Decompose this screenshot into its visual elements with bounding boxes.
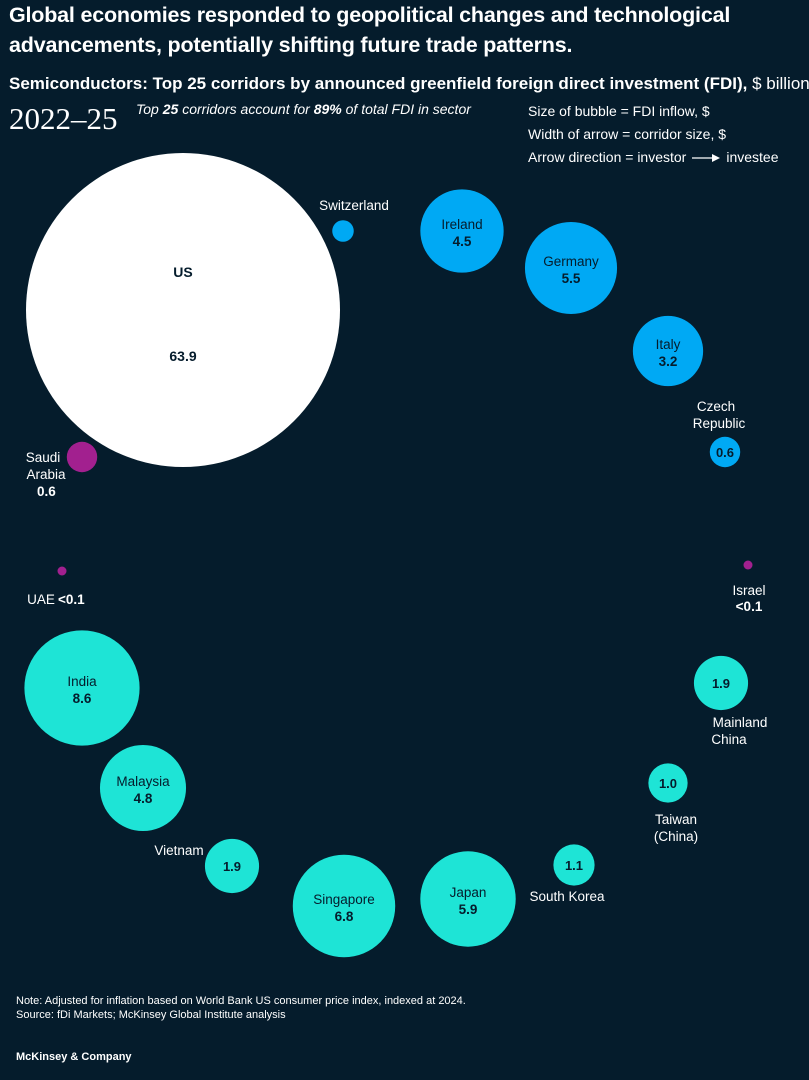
bubble-label-south-korea: South Korea — [529, 889, 605, 904]
legend-direction-left: Arrow direction = investor — [528, 149, 687, 165]
footnote: Note: Adjusted for inflation based on Wo… — [16, 994, 466, 1022]
bubble-label-vietnam: Vietnam — [154, 843, 203, 858]
subtitle-unit: $ billion — [752, 74, 809, 93]
bubble-chart: US 63.9 Switzerland Ireland 4.5 Germany 5.5 Ita… — [24, 153, 768, 958]
bubble-saudi-arabia — [66, 441, 98, 473]
bubble-label-switzerland: Switzerland — [319, 198, 389, 213]
legend: Size of bubble = FDI inflow, $ Width of … — [528, 100, 779, 169]
bubble-switzerland — [332, 220, 354, 242]
bubble-value-uae: <0.1 — [58, 592, 85, 607]
bubble-label-saudi-arabia-line1: Saudi — [26, 450, 61, 465]
bubble-us — [26, 153, 340, 467]
bubble-value-italy: 3.2 — [659, 354, 678, 369]
legend-direction-right: investee — [726, 149, 779, 165]
legend-width: Width of arrow = corridor size, $ — [528, 126, 727, 142]
bubble-singapore — [292, 854, 396, 958]
subtitle-bold: Semiconductors: Top 25 corridors by anno… — [9, 74, 748, 93]
top-corridors-note: Top 25 corridors account for 89% of tota… — [136, 101, 471, 117]
bubble-value-singapore: 6.8 — [335, 909, 354, 924]
bubble-japan — [420, 851, 516, 947]
bubble-label-czech-republic-line2: Republic — [693, 416, 746, 431]
bubble-value-japan: 5.9 — [459, 902, 478, 917]
brand-logo: McKinsey & Company — [16, 1051, 132, 1063]
bubble-label-germany: Germany — [543, 254, 599, 269]
bubble-czech-republic — [709, 436, 741, 468]
bubble-malaysia — [99, 744, 187, 832]
bubble-label-italy: Italy — [656, 337, 681, 352]
bubble-value-taiwan-china: 1.0 — [659, 776, 677, 791]
bubble-label-taiwan-china-line1: Taiwan — [655, 812, 697, 827]
note-count: 25 — [162, 101, 179, 117]
bubble-south-korea — [553, 844, 595, 886]
bubble-label-israel: Israel — [732, 583, 765, 598]
bubble-india — [24, 630, 140, 746]
bubble-value-vietnam: 1.9 — [223, 859, 241, 874]
bubble-value-saudi-arabia: 0.6 — [37, 484, 56, 499]
chart-subtitle: Semiconductors: Top 25 corridors by anno… — [9, 73, 809, 95]
note-suffix: of total FDI in sector — [341, 101, 471, 117]
legend-direction: Arrow direction = investor investee — [528, 146, 779, 169]
bubble-label-singapore: Singapore — [313, 892, 375, 907]
bubble-label-mainland-china-line2: China — [711, 732, 747, 747]
bubble-value-germany: 5.5 — [562, 271, 581, 286]
bubble-label-saudi-arabia-line2: Arabia — [26, 467, 66, 482]
bubble-label-mainland-china-line1: Mainland — [713, 715, 768, 730]
bubble-value-mainland-china: 1.9 — [712, 676, 730, 691]
period-label: 2022–25 — [9, 101, 118, 136]
bubble-value-us: 63.9 — [169, 348, 196, 364]
bubble-label-japan: Japan — [450, 885, 487, 900]
footnote-source: Source: fDi Markets; McKinsey Global Ins… — [16, 1009, 286, 1021]
bubble-value-israel: <0.1 — [736, 599, 763, 614]
headline: Global economies responded to geopolitic… — [9, 3, 731, 57]
bubble-label-india: India — [67, 674, 97, 689]
bubble-label-uae: UAE — [27, 592, 55, 607]
bubble-label-taiwan-china-line2: (China) — [654, 829, 698, 844]
bubble-ireland — [420, 189, 504, 273]
legend-size: Size of bubble = FDI inflow, $ — [528, 103, 710, 119]
bubble-germany — [524, 221, 618, 315]
bubble-vietnam — [204, 838, 260, 894]
bubble-israel — [743, 560, 753, 570]
note-middle: corridors account for — [178, 101, 314, 117]
note-share: 89% — [313, 101, 342, 117]
bubble-value-ireland: 4.5 — [453, 234, 472, 249]
footnote-note: Note: Adjusted for inflation based on Wo… — [16, 995, 466, 1007]
arrow-right-icon — [692, 154, 721, 163]
bubble-value-south-korea: 1.1 — [565, 858, 583, 873]
bubble-label-ireland: Ireland — [441, 217, 482, 232]
bubble-value-india: 8.6 — [73, 691, 92, 706]
bubble-value-malaysia: 4.8 — [134, 791, 153, 806]
bubble-italy — [632, 315, 704, 387]
bubble-uae — [57, 566, 67, 576]
bubble-label-us: US — [173, 264, 192, 280]
bubble-label-czech-republic-line1: Czech — [697, 399, 735, 414]
note-prefix: Top — [136, 101, 163, 117]
bubble-taiwan-china — [648, 763, 688, 803]
bubble-label-malaysia: Malaysia — [116, 774, 170, 789]
bubble-value-czech-republic: 0.6 — [716, 445, 734, 460]
bubble-mainland-china — [693, 655, 749, 711]
